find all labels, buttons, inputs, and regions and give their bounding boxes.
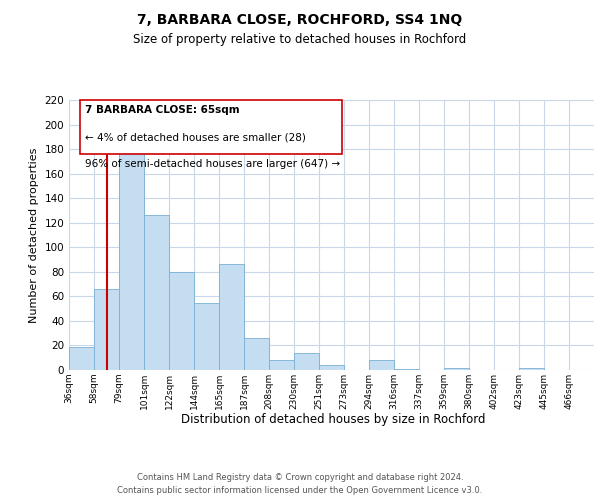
Text: ← 4% of detached houses are smaller (28): ← 4% of detached houses are smaller (28) — [85, 132, 305, 142]
Bar — [94, 289, 119, 370]
Bar — [444, 368, 469, 370]
Bar — [519, 368, 544, 370]
Text: 96% of semi-detached houses are larger (647) →: 96% of semi-detached houses are larger (… — [85, 160, 340, 170]
Bar — [269, 360, 294, 370]
Text: Size of property relative to detached houses in Rochford: Size of property relative to detached ho… — [133, 32, 467, 46]
Bar — [169, 272, 194, 370]
Bar — [394, 369, 419, 370]
Bar — [194, 302, 219, 370]
Bar — [119, 149, 144, 370]
Bar — [219, 264, 244, 370]
Text: Contains HM Land Registry data © Crown copyright and database right 2024.: Contains HM Land Registry data © Crown c… — [137, 472, 463, 482]
Bar — [319, 365, 344, 370]
Bar — [369, 360, 394, 370]
Bar — [144, 216, 169, 370]
Bar — [244, 338, 269, 370]
Text: 7 BARBARA CLOSE: 65sqm: 7 BARBARA CLOSE: 65sqm — [85, 106, 239, 116]
FancyBboxPatch shape — [79, 100, 342, 154]
Text: 7, BARBARA CLOSE, ROCHFORD, SS4 1NQ: 7, BARBARA CLOSE, ROCHFORD, SS4 1NQ — [137, 12, 463, 26]
Text: Contains public sector information licensed under the Open Government Licence v3: Contains public sector information licen… — [118, 486, 482, 495]
Bar — [294, 353, 319, 370]
Text: Distribution of detached houses by size in Rochford: Distribution of detached houses by size … — [181, 412, 485, 426]
Bar — [69, 346, 94, 370]
Y-axis label: Number of detached properties: Number of detached properties — [29, 148, 39, 322]
